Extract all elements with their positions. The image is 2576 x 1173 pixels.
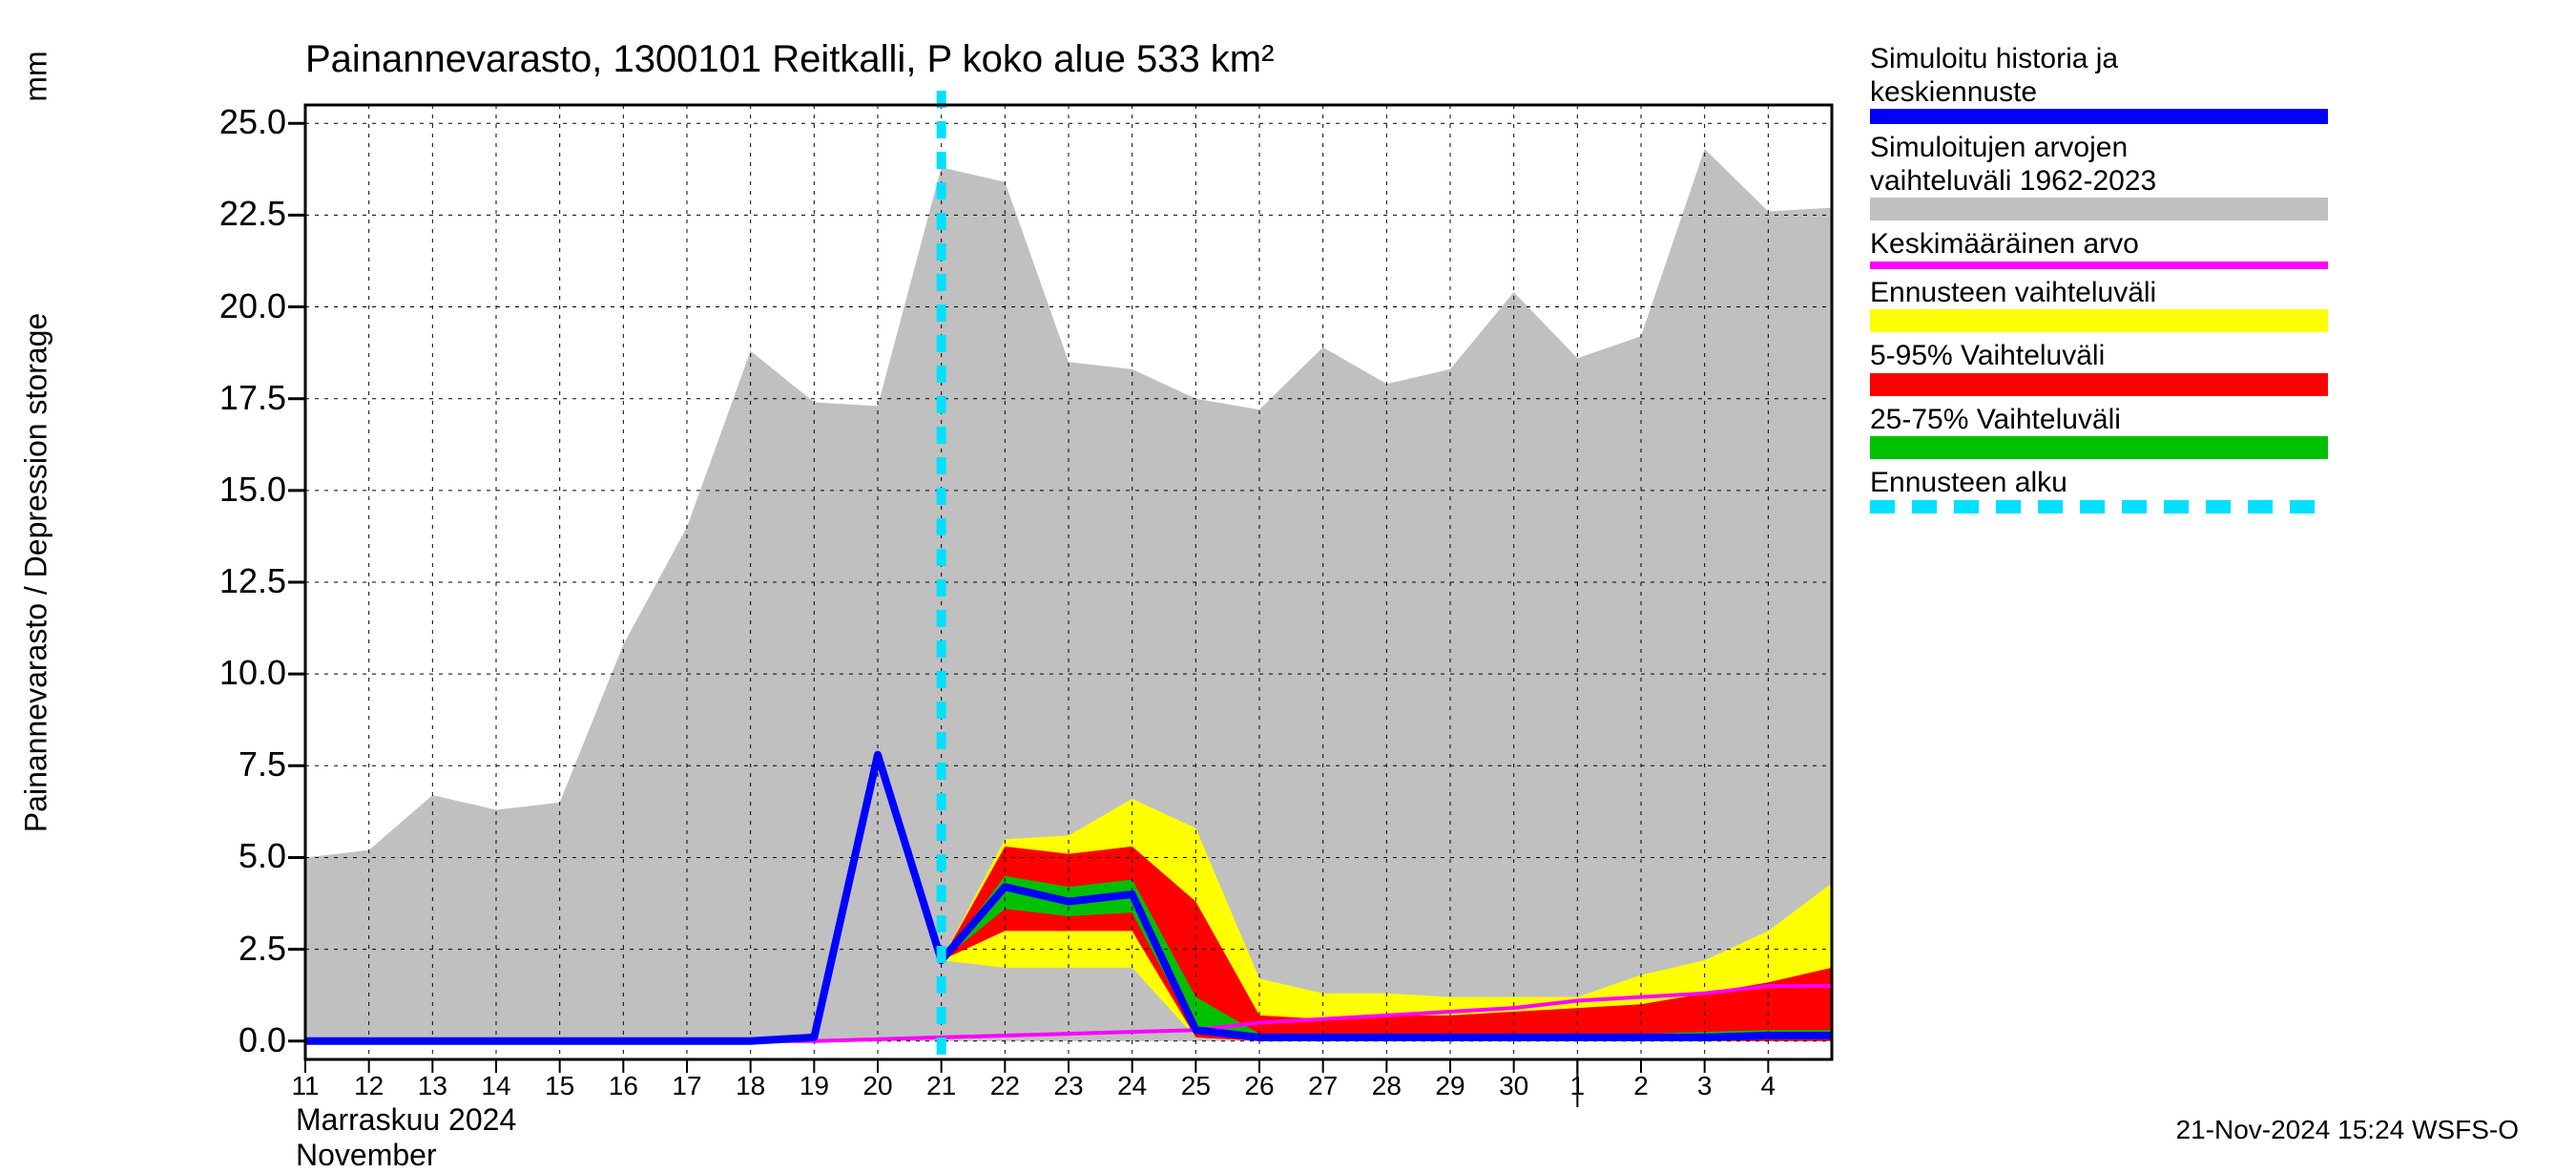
legend-entry: 25-75% Vaihteluväli: [1870, 404, 2557, 460]
x-tick-label: 29: [1435, 1071, 1465, 1101]
y-tick-label: 20.0: [181, 286, 286, 326]
legend-text: vaihteluväli 1962-2023: [1870, 165, 2557, 199]
y-tick-label: 2.5: [181, 929, 286, 969]
x-tick-label: 15: [545, 1071, 574, 1101]
x-tick-label: 2: [1633, 1071, 1649, 1101]
legend-swatch: [1870, 373, 2328, 396]
x-tick-label: 3: [1697, 1071, 1713, 1101]
x-tick-label: 27: [1308, 1071, 1338, 1101]
y-tick-label: 0.0: [181, 1020, 286, 1060]
x-tick-label: 28: [1372, 1071, 1402, 1101]
y-tick-label: 10.0: [181, 653, 286, 693]
x-tick-label: 30: [1499, 1071, 1528, 1101]
legend-swatch: [1870, 109, 2328, 124]
x-tick-label: 14: [481, 1071, 510, 1101]
month-label-en: November: [296, 1138, 437, 1173]
x-tick-label: 22: [990, 1071, 1020, 1101]
legend-text: 5-95% Vaihteluväli: [1870, 340, 2557, 373]
chart-container: Painannevarasto / Depression storage mm …: [0, 0, 2576, 1145]
legend-text: Keskimääräinen arvo: [1870, 228, 2557, 262]
x-tick-label: 13: [418, 1071, 447, 1101]
x-tick-label: 20: [862, 1071, 892, 1101]
x-tick-label: 18: [736, 1071, 765, 1101]
x-tick-label: 25: [1181, 1071, 1211, 1101]
legend-entry: Ennusteen vaihteluväli: [1870, 277, 2557, 333]
legend-swatch: [1870, 198, 2328, 220]
legend-text: Ennusteen alku: [1870, 467, 2557, 500]
x-tick-label: 16: [609, 1071, 638, 1101]
x-tick-label: 24: [1117, 1071, 1147, 1101]
x-tick-label: 23: [1053, 1071, 1083, 1101]
legend-swatch: [1870, 500, 2328, 513]
y-tick-label: 5.0: [181, 836, 286, 876]
chart-timestamp: 21-Nov-2024 15:24 WSFS-O: [2176, 1115, 2520, 1145]
y-tick-label: 25.0: [181, 102, 286, 142]
x-tick-label: 1: [1570, 1071, 1586, 1101]
legend: Simuloitu historia jakeskiennusteSimuloi…: [1870, 43, 2557, 521]
legend-text: Simuloitu historia ja: [1870, 43, 2557, 76]
legend-entry: Simuloitujen arvojenvaihteluväli 1962-20…: [1870, 132, 2557, 220]
legend-text: keskiennuste: [1870, 76, 2557, 110]
legend-entry: Simuloitu historia jakeskiennuste: [1870, 43, 2557, 124]
month-label-fi: Marraskuu 2024: [296, 1102, 516, 1138]
x-tick-label: 17: [672, 1071, 701, 1101]
x-tick-label: 21: [926, 1071, 956, 1101]
x-tick-label: 19: [800, 1071, 829, 1101]
y-tick-label: 7.5: [181, 744, 286, 785]
x-tick-label: 26: [1244, 1071, 1274, 1101]
legend-text: 25-75% Vaihteluväli: [1870, 404, 2557, 437]
legend-swatch: [1870, 436, 2328, 459]
legend-entry: 5-95% Vaihteluväli: [1870, 340, 2557, 396]
y-tick-label: 15.0: [181, 470, 286, 510]
legend-text: Ennusteen vaihteluväli: [1870, 277, 2557, 310]
legend-text: Simuloitujen arvojen: [1870, 132, 2557, 165]
x-tick-label: 12: [354, 1071, 384, 1101]
x-tick-label: 4: [1761, 1071, 1776, 1101]
y-tick-label: 12.5: [181, 561, 286, 601]
legend-swatch: [1870, 309, 2328, 332]
x-tick-label: 11: [291, 1071, 319, 1101]
legend-entry: Ennusteen alku: [1870, 467, 2557, 513]
legend-entry: Keskimääräinen arvo: [1870, 228, 2557, 269]
y-tick-label: 22.5: [181, 194, 286, 234]
y-tick-label: 17.5: [181, 378, 286, 418]
legend-swatch: [1870, 262, 2328, 269]
